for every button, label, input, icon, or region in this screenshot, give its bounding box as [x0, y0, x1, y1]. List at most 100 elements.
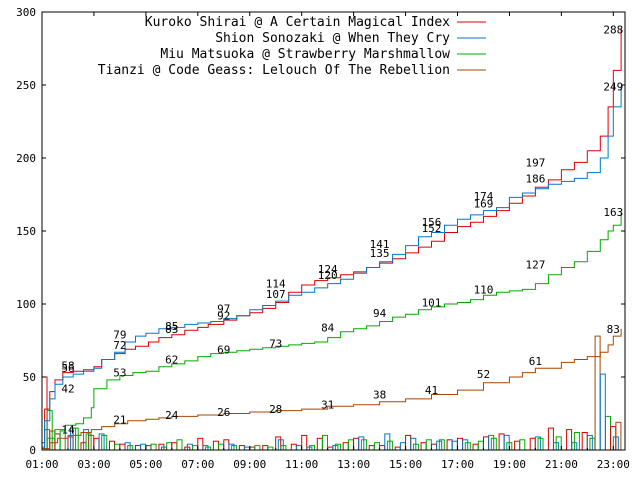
data-label-0-4: 114 — [266, 278, 286, 291]
bar-2-17 — [114, 443, 121, 451]
bar-2-24 — [150, 443, 157, 451]
data-label-2-26: 73 — [269, 337, 282, 350]
x-tick-label-3: 07:00 — [181, 458, 214, 471]
bar-0-62 — [353, 437, 360, 451]
data-label-3-41: 52 — [477, 368, 490, 381]
x-tick-label-2: 05:00 — [129, 458, 162, 471]
x-tick-label-7: 15:00 — [389, 458, 422, 471]
bar-2-66 — [373, 442, 380, 451]
legend-label-3: Tianzi @ Code Geass: Lelouch Of The Rebe… — [98, 63, 450, 78]
y-tick-label-1: 50 — [23, 371, 36, 384]
data-label-1-17: 141 — [370, 238, 390, 251]
data-label-3-42: 61 — [529, 355, 542, 368]
bar-0-13 — [93, 437, 100, 451]
data-label-1-13: 85 — [165, 320, 178, 333]
data-label-0-1: 72 — [113, 339, 126, 352]
legend: Kuroko Shirai @ A Certain Magical IndexS… — [98, 15, 486, 78]
bar-0-16 — [109, 440, 115, 451]
y-tick-label-0: 0 — [29, 444, 36, 457]
axes-layer: 0 50 100 150 200 250 300 01:00 03:00 05:00 07:00 09… — [16, 6, 630, 471]
bar-2-27 — [166, 442, 173, 451]
data-label-0-7: 152 — [422, 222, 442, 235]
bar-0-50 — [290, 443, 297, 451]
x-tick-label-5: 11:00 — [285, 458, 318, 471]
bar-0-93 — [514, 440, 521, 451]
bar-2-109 — [605, 415, 611, 451]
bar-0-72 — [405, 434, 412, 451]
data-label-1-11: 58 — [61, 359, 74, 372]
bar-0-80 — [446, 439, 453, 451]
data-label-1-20: 186 — [525, 172, 545, 185]
y-tick-label-5: 250 — [16, 79, 36, 92]
bar-0-87 — [483, 436, 489, 451]
bar-2-86 — [477, 440, 484, 451]
y-tick-label-3: 150 — [16, 225, 36, 238]
data-label-1-14: 97 — [217, 302, 230, 315]
data-label-3-40: 41 — [425, 384, 438, 397]
bar-1-71 — [399, 442, 406, 451]
data-label-0-5: 120 — [318, 269, 338, 282]
data-label-0-3: 92 — [217, 310, 230, 323]
x-tick-label-11: 23:00 — [597, 458, 630, 471]
bar-0-75 — [420, 442, 427, 451]
x-tick-label-6: 13:00 — [337, 458, 370, 471]
data-label-2-32: 163 — [603, 206, 623, 219]
data-label-3-43: 83 — [607, 323, 620, 336]
bar-2-56 — [322, 434, 328, 451]
bar-0-82 — [457, 437, 463, 451]
x-tick-label-1: 03:00 — [77, 458, 110, 471]
data-label-1-21: 249 — [603, 81, 623, 94]
legend-label-2: Miu Matsuoka @ Strawberry Marshmallow — [160, 47, 450, 62]
bar-2-61 — [347, 439, 354, 451]
bar-0-52 — [301, 434, 308, 451]
bar-1-108 — [599, 373, 606, 451]
data-label-1-19: 174 — [474, 190, 494, 203]
x-tick-label-9: 19:00 — [493, 458, 526, 471]
data-label-1-12: 79 — [113, 329, 126, 342]
data-label-3-35: 24 — [165, 409, 179, 422]
data-label-1-16: 124 — [318, 263, 338, 276]
bar-2-94 — [519, 439, 526, 451]
bar-0-101 — [566, 429, 573, 451]
data-label-2-29: 101 — [422, 297, 442, 310]
data-label-3-38: 31 — [321, 399, 334, 412]
bar-0-36 — [212, 440, 219, 451]
data-label-2-22: 42 — [61, 383, 74, 396]
bar-3-107 — [594, 335, 601, 451]
bar-0-104 — [581, 432, 588, 451]
data-label-3-36: 26 — [217, 406, 230, 419]
x-tick-label-8: 17:00 — [441, 458, 474, 471]
data-label-0-2: 83 — [165, 323, 178, 336]
data-label-2-24: 62 — [165, 354, 178, 367]
data-label-0-8: 169 — [474, 197, 494, 210]
data-label-3-34: 21 — [113, 413, 126, 426]
bar-1-81 — [451, 440, 458, 451]
bar-2-44 — [254, 445, 261, 451]
bar-0-98 — [547, 427, 554, 451]
bar-0-77 — [431, 443, 437, 451]
bar-0-85 — [472, 443, 479, 451]
series-line-3 — [42, 328, 622, 449]
data-label-2-31: 127 — [525, 259, 545, 272]
data-label-0-10: 288 — [603, 24, 623, 37]
data-label-2-27: 84 — [321, 321, 335, 334]
y-tick-label-6: 300 — [16, 6, 36, 19]
bar-0-67 — [379, 445, 386, 451]
data-label-2-23: 53 — [113, 367, 126, 380]
series-line-1 — [42, 86, 622, 448]
y-tick-label-2: 100 — [16, 298, 36, 311]
x-tick-label-0: 01:00 — [25, 458, 58, 471]
data-label-2-30: 110 — [474, 283, 494, 296]
data-label-0-0: 56 — [61, 362, 74, 375]
bar-1-51 — [296, 445, 302, 451]
series-line-0 — [42, 29, 622, 444]
bar-0-18 — [119, 443, 126, 451]
bar-0-38 — [223, 439, 230, 451]
series-line-2 — [42, 212, 622, 449]
bars-layer — [41, 335, 622, 451]
bar-2-37 — [218, 443, 225, 451]
bar-0-41 — [238, 445, 245, 451]
legend-label-1: Shion Sonozaki @ When They Cry — [215, 31, 450, 46]
bar-0-60 — [342, 442, 349, 451]
